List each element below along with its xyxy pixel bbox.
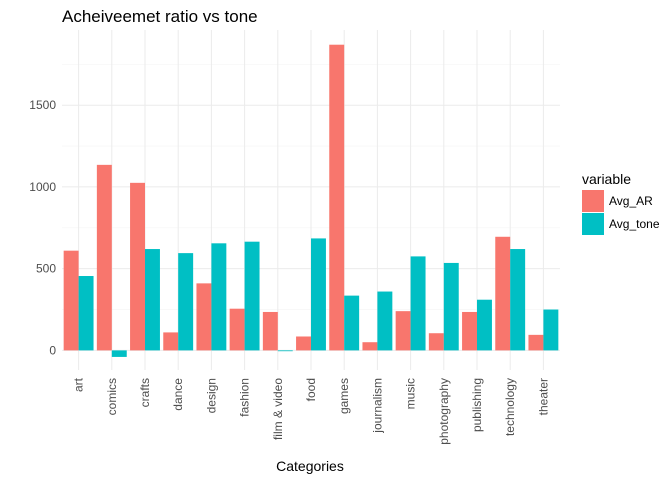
x-tick-label: comics bbox=[105, 378, 119, 415]
legend: variable Avg_AR Avg_tone bbox=[582, 171, 660, 235]
bar-avg-ar-music bbox=[395, 311, 411, 351]
bar-avg-ar-film-video bbox=[262, 311, 278, 351]
bar-avg-ar-crafts bbox=[130, 182, 145, 351]
bar-avg-ar-journalism bbox=[362, 342, 378, 351]
x-tick-label: art bbox=[72, 377, 86, 392]
bar-avg-ar-design bbox=[196, 283, 212, 351]
y-tick-label: 1000 bbox=[29, 180, 56, 194]
x-tick-label: design bbox=[204, 378, 218, 413]
x-tick-label: games bbox=[337, 378, 351, 414]
x-axis-ticks: art comics crafts dance design fashion film & … bbox=[72, 377, 551, 444]
bar-avg-ar-art bbox=[63, 250, 79, 351]
bar-avg-tone-theater bbox=[543, 309, 559, 351]
bar-avg-tone-crafts bbox=[145, 249, 160, 351]
chart-title: Acheiveemet ratio vs tone bbox=[62, 7, 258, 26]
x-tick-label: technology bbox=[503, 378, 517, 436]
x-axis-title: Categories bbox=[276, 458, 344, 474]
legend-key bbox=[582, 190, 604, 212]
bar-avg-tone-journalism bbox=[377, 291, 393, 351]
y-tick-label: 0 bbox=[49, 343, 56, 357]
x-tick-label: publishing bbox=[470, 378, 484, 432]
x-tick-label: dance bbox=[171, 378, 185, 411]
x-tick-label: food bbox=[304, 378, 318, 401]
bar-avg-ar-dance bbox=[163, 332, 179, 351]
x-tick-label: film & video bbox=[271, 378, 285, 440]
bar-avg-ar-photography bbox=[428, 333, 444, 351]
bar-avg-ar-publishing bbox=[462, 311, 477, 351]
bars bbox=[63, 44, 559, 357]
legend-label: Avg_tone bbox=[609, 217, 660, 231]
y-tick-label: 500 bbox=[36, 262, 56, 276]
x-tick-label: music bbox=[404, 378, 418, 409]
bar-avg-tone-design bbox=[211, 243, 227, 351]
x-tick-label: photography bbox=[437, 378, 451, 445]
x-tick-label: fashion bbox=[238, 378, 252, 417]
bar-avg-tone-photography bbox=[443, 262, 459, 351]
y-axis-ticks: 0 500 1000 1500 bbox=[29, 98, 56, 357]
x-tick-label: theater bbox=[536, 378, 550, 415]
legend-title: variable bbox=[582, 171, 631, 187]
bar-avg-ar-fashion bbox=[229, 308, 245, 351]
bar-avg-tone-food bbox=[311, 238, 326, 351]
x-tick-label: crafts bbox=[138, 378, 152, 407]
bar-avg-tone-art bbox=[78, 276, 94, 351]
bar-avg-tone-fashion bbox=[244, 241, 260, 351]
bar-avg-tone-film-video bbox=[277, 350, 293, 352]
legend-key bbox=[582, 213, 604, 235]
bar-avg-ar-technology bbox=[495, 236, 511, 351]
y-tick-label: 1500 bbox=[29, 98, 56, 112]
bar-avg-tone-publishing bbox=[477, 299, 492, 351]
legend-label: Avg_AR bbox=[609, 194, 653, 208]
bar-avg-ar-games bbox=[329, 44, 345, 351]
bar-avg-tone-games bbox=[344, 295, 360, 351]
bar-avg-ar-theater bbox=[528, 334, 544, 351]
bar-avg-ar-comics bbox=[96, 164, 112, 351]
bar-avg-ar-food bbox=[296, 336, 311, 351]
bar-avg-tone-music bbox=[410, 256, 426, 351]
x-tick-label: journalism bbox=[370, 378, 384, 434]
bar-avg-tone-dance bbox=[178, 253, 194, 351]
bar-avg-tone-comics bbox=[111, 350, 127, 357]
bar-avg-tone-technology bbox=[510, 249, 526, 351]
